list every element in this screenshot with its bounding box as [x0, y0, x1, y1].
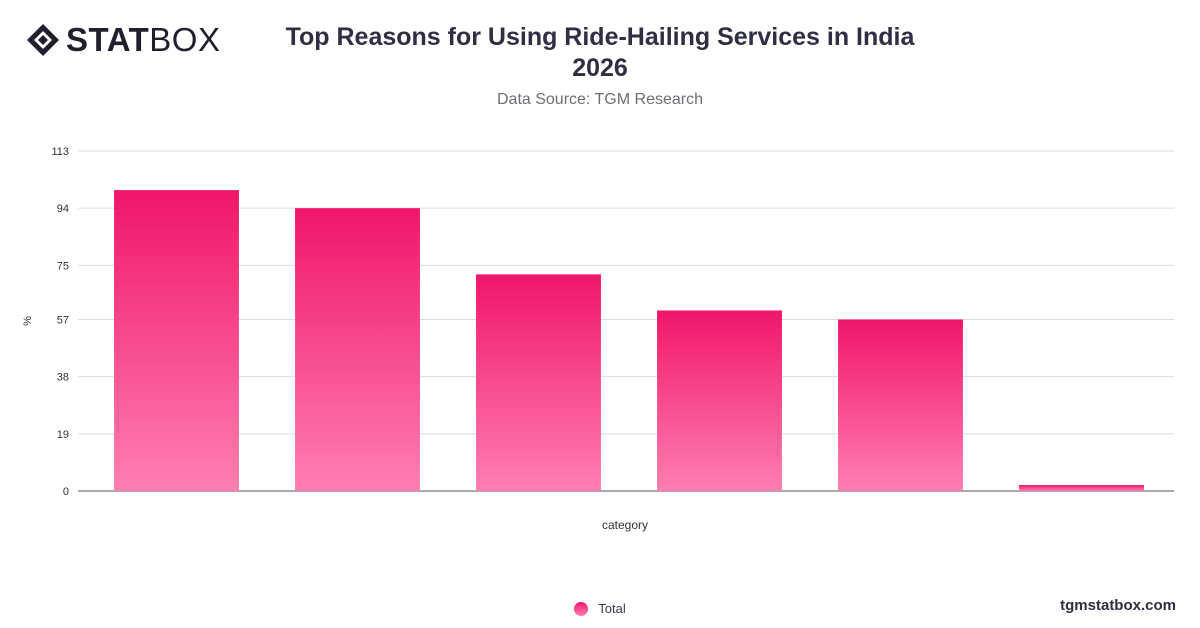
y-tick-label: 94: [57, 203, 69, 215]
y-axis-title: %: [22, 316, 34, 326]
y-tick-label: 0: [63, 486, 69, 498]
axis-labels: 0 19 38 57 75 94 113 category%: [22, 146, 648, 532]
footer-url[interactable]: tgmstatbox.com: [1060, 597, 1176, 614]
legend[interactable]: Total: [0, 601, 1200, 616]
y-tick-label: 113: [51, 146, 69, 158]
bar[interactable]: [657, 310, 782, 491]
legend-label-total: Total: [598, 601, 626, 616]
logo-box-text: BOX: [149, 21, 221, 58]
y-tick-label: 75: [57, 260, 69, 272]
logo-text: STATBOX: [66, 22, 220, 58]
bar[interactable]: [114, 190, 239, 491]
legend-marker: [574, 601, 589, 616]
x-axis-title: category: [602, 518, 648, 532]
grid-lines: [78, 150, 1174, 492]
y-tick-label: 57: [57, 314, 69, 326]
chart-title-line1: Top Reasons for Using Ride-Hailing Servi…: [285, 23, 915, 51]
bar[interactable]: [838, 319, 963, 491]
logo-stat-text: STAT: [66, 21, 150, 58]
bars: [114, 190, 1144, 491]
y-tick-label: 38: [57, 372, 69, 384]
bar[interactable]: [476, 274, 601, 491]
bar[interactable]: [295, 208, 420, 491]
bar[interactable]: [1019, 484, 1144, 491]
chart-subtitle: Data Source: TGM Research: [496, 91, 703, 108]
statbox-diamond-icon: [27, 24, 59, 56]
brand-logo: STATBOX: [26, 22, 220, 58]
chart-title-line2: 2026: [572, 54, 628, 82]
chart-title: Top Reasons for Using Ride-Hailing Servi…: [0, 22, 1200, 84]
y-tick-label: 19: [57, 429, 69, 441]
